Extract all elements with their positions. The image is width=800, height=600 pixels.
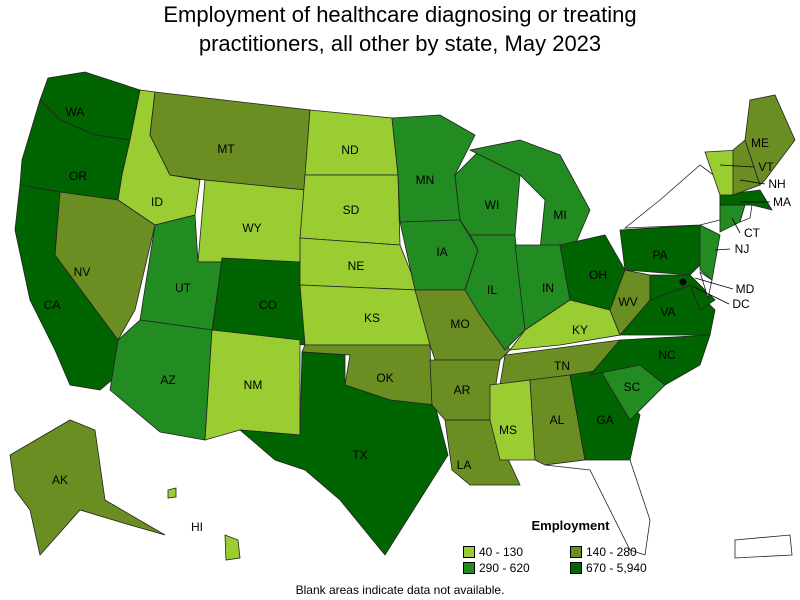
state-label-nm: NM: [244, 378, 263, 392]
legend-item-4: 670 - 5,940: [570, 561, 647, 575]
state-label-nv: NV: [74, 265, 91, 279]
legend-swatch: [570, 546, 582, 558]
state-label-nj: NJ: [735, 242, 750, 256]
state-label-tx: TX: [352, 448, 367, 462]
state-label-ms: MS: [499, 423, 517, 437]
leader-line-vt: [719, 164, 755, 168]
state-label-nh: NH: [768, 177, 785, 191]
state-label-co: CO: [259, 298, 277, 312]
state-label-il: IL: [487, 283, 497, 297]
legend-swatch: [463, 562, 475, 574]
legend-swatch: [570, 562, 582, 574]
state-label-in: IN: [542, 281, 554, 295]
state-label-mi: MI: [553, 208, 566, 222]
state-label-id: ID: [151, 195, 163, 209]
state-label-mt: MT: [217, 142, 235, 156]
state-label-hi: HI: [191, 520, 203, 534]
state-label-wa: WA: [66, 105, 85, 119]
legend: Employment 40 - 130 140 - 280 290 - 620 …: [463, 518, 663, 575]
title-line-2: practitioners, all other by state, May 2…: [198, 31, 602, 56]
state-label-ut: UT: [175, 281, 192, 295]
leader-line-dc: [691, 285, 730, 305]
legend-label: 670 - 5,940: [586, 561, 647, 575]
state-label-ky: KY: [572, 323, 588, 337]
state-label-or: OR: [69, 169, 87, 183]
state-label-ar: AR: [454, 383, 471, 397]
state-label-az: AZ: [160, 373, 175, 387]
state-md[interactable]: [649, 274, 716, 311]
state-hi[interactable]: [167, 487, 177, 499]
state-nc[interactable]: [588, 334, 711, 386]
footnote: Blank areas indicate data not available.: [295, 583, 505, 597]
state-label-ga: GA: [596, 413, 613, 427]
state-label-oh: OH: [589, 268, 607, 282]
state-label-wv: WV: [618, 295, 637, 309]
title-line-1: Employment of healthcare diagnosing or t…: [163, 2, 637, 27]
state-label-ok: OK: [376, 371, 393, 385]
state-nj[interactable]: [699, 224, 721, 281]
state-label-va: VA: [660, 305, 675, 319]
state-label-tn: TN: [554, 359, 570, 373]
state-label-sc: SC: [624, 380, 641, 394]
legend-item-1: 40 - 130: [463, 545, 523, 559]
state-label-nd: ND: [341, 143, 359, 157]
state-label-wy: WY: [242, 221, 261, 235]
state-label-ct: CT: [744, 226, 761, 240]
state-label-me: ME: [751, 136, 769, 150]
state-label-pa: PA: [652, 248, 667, 262]
state-label-ia: IA: [436, 245, 447, 259]
legend-title: Employment: [531, 518, 610, 533]
state-label-ks: KS: [364, 311, 380, 325]
state-ms[interactable]: [489, 379, 536, 461]
leader-line-ct: [731, 217, 741, 234]
state-label-wi: WI: [485, 198, 500, 212]
state-label-ne: NE: [348, 259, 365, 273]
state-label-la: LA: [457, 458, 472, 472]
state-fl[interactable]: [544, 459, 651, 556]
legend-label: 140 - 280: [586, 545, 637, 559]
state-label-sd: SD: [343, 203, 360, 217]
chart-title: Employment of healthcare diagnosing or t…: [0, 0, 800, 58]
state-de[interactable]: [699, 271, 713, 300]
state-label-ak: AK: [52, 473, 68, 487]
state-label-al: AL: [550, 413, 565, 427]
legend-label: 40 - 130: [479, 545, 524, 559]
state-label-md: MD: [736, 282, 755, 296]
leader-line-nj: [714, 248, 731, 251]
leader-line-nh: [739, 179, 766, 185]
state-ny[interactable]: [623, 164, 721, 229]
legend-item-3: 290 - 620: [463, 561, 530, 575]
state-mt[interactable]: [149, 91, 311, 191]
state-hi-big-island[interactable]: [224, 534, 241, 561]
state-label-dc: DC: [732, 297, 750, 311]
state-label-mn: MN: [416, 173, 435, 187]
state-label-ma: MA: [773, 195, 791, 209]
state-tx[interactable]: [238, 351, 449, 556]
state-label-vt: VT: [758, 160, 774, 174]
state-label-nc: NC: [658, 348, 676, 362]
state-label-ca: CA: [44, 298, 61, 312]
state-label-mo: MO: [450, 317, 469, 331]
state-la[interactable]: [444, 419, 521, 486]
legend-swatch: [463, 546, 475, 558]
state-me[interactable]: [744, 94, 796, 186]
state-pr[interactable]: [734, 534, 793, 559]
legend-label: 290 - 620: [479, 561, 530, 575]
leader-line-md: [694, 277, 734, 290]
legend-item-2: 140 - 280: [570, 545, 637, 559]
state-dc[interactable]: [679, 278, 687, 286]
state-ak[interactable]: [9, 419, 166, 556]
